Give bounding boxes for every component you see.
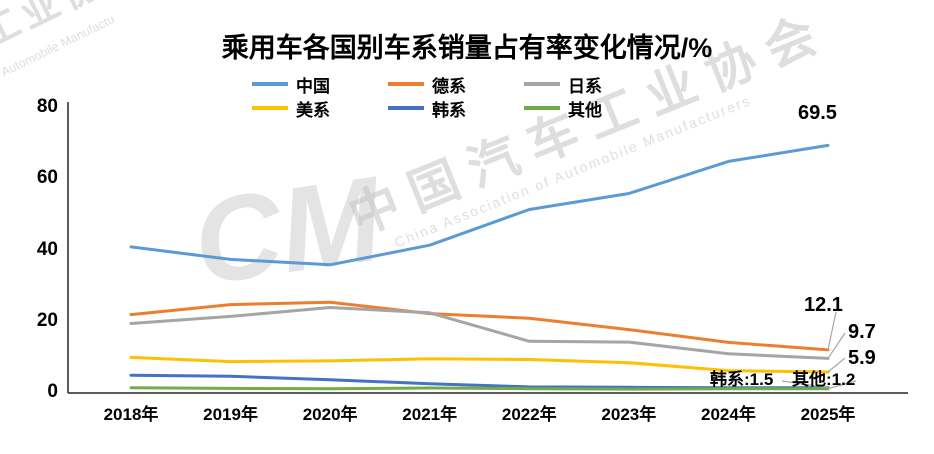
x-tick-2018: 2018年: [103, 405, 159, 424]
y-tick-80: 80: [36, 96, 58, 117]
end-label-american: 5.9: [848, 347, 876, 369]
china-line-marker: [252, 82, 288, 86]
y-tick-0: 0: [47, 381, 58, 402]
german-line-marker: [388, 82, 424, 86]
x-tick-2020: 2020年: [302, 405, 358, 424]
y-tick-40: 40: [36, 238, 58, 260]
legend-item-china: 中国: [252, 72, 330, 97]
legend-item-japanese: 日系: [524, 72, 602, 97]
american-line-marker: [252, 106, 288, 110]
korean-line-marker: [388, 106, 424, 110]
legend-label-german: 德系: [432, 76, 466, 96]
y-tick-60: 60: [36, 167, 58, 189]
legend-item-american: 美系: [252, 96, 330, 121]
end-label-japanese: 9.7: [848, 321, 876, 343]
legend-item-german: 德系: [388, 72, 466, 97]
y-tick-20: 20: [36, 309, 58, 331]
legend-label-japanese: 日系: [568, 76, 602, 96]
end-label-china: 69.5: [798, 102, 837, 124]
x-tick-2022: 2022年: [501, 405, 557, 424]
legend-item-korean: 韩系: [388, 96, 466, 121]
x-tick-2019: 2019年: [203, 405, 258, 424]
legend-label-korean: 韩系: [432, 100, 466, 120]
legend-label-other: 其他: [568, 100, 602, 120]
chart-legend: 中国 德系 日系 美系 韩系 其他: [0, 72, 894, 120]
legend-row-2: 美系 韩系 其他: [0, 96, 894, 120]
legend-item-other: 其他: [524, 96, 602, 121]
legend-label-china: 中国: [296, 76, 330, 96]
end-label-korean: 韩系:1.5: [710, 370, 774, 389]
x-tick-2024: 2024年: [701, 405, 756, 424]
end-label-other: 其他:1.2: [792, 370, 856, 389]
legend-label-american: 美系: [296, 100, 330, 120]
x-tick-2023: 2023年: [601, 405, 657, 424]
chart-title: 乘用车各国别车系销量占有率变化情况/%: [221, 33, 713, 63]
x-tick-2021: 2021年: [402, 405, 458, 424]
legend-row-1: 中国 德系 日系: [0, 72, 894, 96]
other-line-marker: [524, 106, 560, 110]
japanese-line-marker: [524, 82, 560, 86]
end-label-german: 12.1: [804, 294, 843, 316]
x-tick-2025: 2025年: [800, 405, 856, 424]
